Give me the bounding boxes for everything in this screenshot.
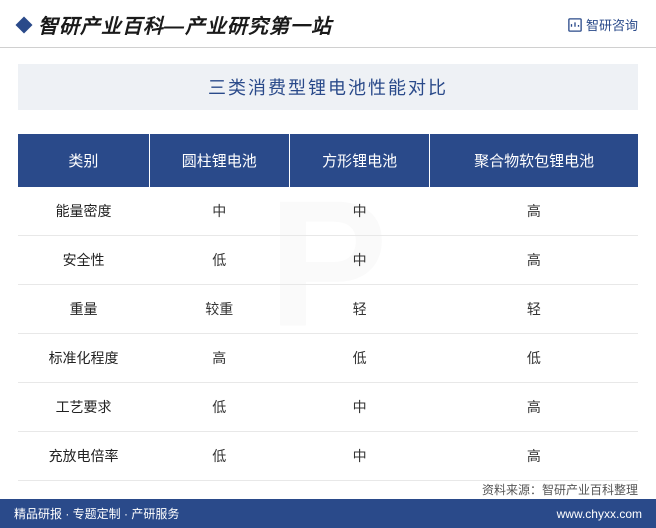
table-row: 工艺要求 低 中 高 [18,383,638,432]
cell: 中 [289,187,429,236]
table-row: 能量密度 中 中 高 [18,187,638,236]
cell: 高 [149,334,289,383]
cell: 中 [289,236,429,285]
cell: 中 [289,383,429,432]
cell: 轻 [289,285,429,334]
cell: 中 [289,432,429,481]
cell: 能量密度 [18,187,149,236]
cell: 高 [430,236,638,285]
header-title: 智研产业百科—产业研究第一站 [38,10,332,39]
header-left: 智研产业百科—产业研究第一站 [18,10,332,39]
table-row: 充放电倍率 低 中 高 [18,432,638,481]
source-text: 资料来源：智研产业百科整理 [482,481,638,498]
cell: 重量 [18,285,149,334]
page-footer: 精品研报 · 专题定制 · 产研服务 www.chyxx.com [0,499,656,528]
brand-text: 智研咨询 [586,15,638,34]
cell: 工艺要求 [18,383,149,432]
page-header: 智研产业百科—产业研究第一站 智研咨询 [0,0,656,48]
subtitle-text: 三类消费型锂电池性能对比 [18,74,638,100]
cell: 低 [430,334,638,383]
header-brand: 智研咨询 [568,15,638,34]
footer-left: 精品研报 · 专题定制 · 产研服务 [14,505,179,522]
col-header: 圆柱锂电池 [149,134,289,187]
table-header: 类别 圆柱锂电池 方形锂电池 聚合物软包锂电池 [18,134,638,187]
table-row: 重量 较重 轻 轻 [18,285,638,334]
diamond-icon [16,16,33,33]
chart-icon [568,18,582,32]
cell: 中 [149,187,289,236]
subtitle-bar: 三类消费型锂电池性能对比 [18,64,638,110]
table-row: 标准化程度 高 低 低 [18,334,638,383]
col-header: 聚合物软包锂电池 [430,134,638,187]
cell: 轻 [430,285,638,334]
comparison-table-wrap: 类别 圆柱锂电池 方形锂电池 聚合物软包锂电池 能量密度 中 中 高 安全性 低… [18,134,638,481]
col-header: 类别 [18,134,149,187]
table-row: 安全性 低 中 高 [18,236,638,285]
cell: 低 [149,432,289,481]
cell: 安全性 [18,236,149,285]
cell: 高 [430,187,638,236]
col-header: 方形锂电池 [289,134,429,187]
cell: 高 [430,383,638,432]
cell: 高 [430,432,638,481]
table-body: 能量密度 中 中 高 安全性 低 中 高 重量 较重 轻 轻 标准化程度 高 低 [18,187,638,481]
comparison-table: 类别 圆柱锂电池 方形锂电池 聚合物软包锂电池 能量密度 中 中 高 安全性 低… [18,134,638,481]
cell: 较重 [149,285,289,334]
cell: 充放电倍率 [18,432,149,481]
footer-right: www.chyxx.com [557,507,642,521]
cell: 低 [289,334,429,383]
cell: 低 [149,383,289,432]
cell: 标准化程度 [18,334,149,383]
cell: 低 [149,236,289,285]
